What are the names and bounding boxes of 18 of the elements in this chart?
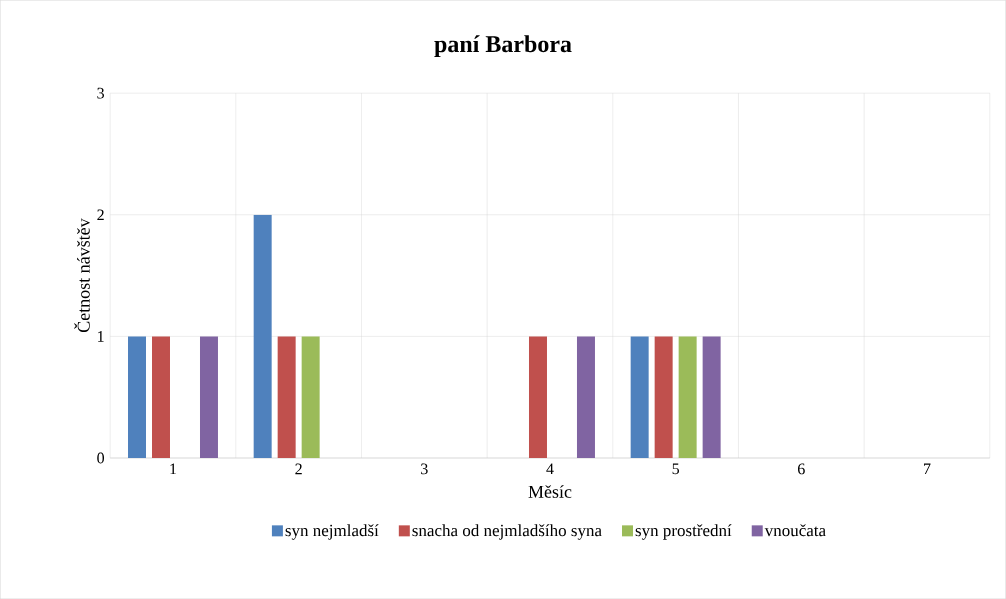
x-tick-label: 4 (546, 463, 554, 474)
x-tick-label: 6 (798, 463, 805, 475)
x-axis-title: Měsíc (528, 485, 572, 498)
y-axis-title: Četnost návštěv (74, 218, 90, 332)
y-tick-label: 1 (98, 331, 104, 342)
chart-title: paní Barbora (434, 35, 572, 57)
legend-label: snacha od nejmladšího syna (412, 524, 602, 540)
x-tick-label: 3 (421, 463, 428, 475)
x-tick-label: 2 (295, 463, 302, 475)
x-tick-label: 5 (672, 463, 680, 475)
legend-label: syn prostřední (635, 524, 732, 540)
legend-label: vnoučata (764, 524, 826, 537)
y-tick-label: 3 (97, 87, 104, 99)
x-tick-label: 1 (170, 463, 177, 475)
y-tick-label: 2 (97, 209, 104, 220)
y-tick-label: 0 (97, 452, 105, 464)
legend-label: syn nejmladší (285, 524, 379, 540)
x-tick-label: 7 (924, 463, 931, 474)
